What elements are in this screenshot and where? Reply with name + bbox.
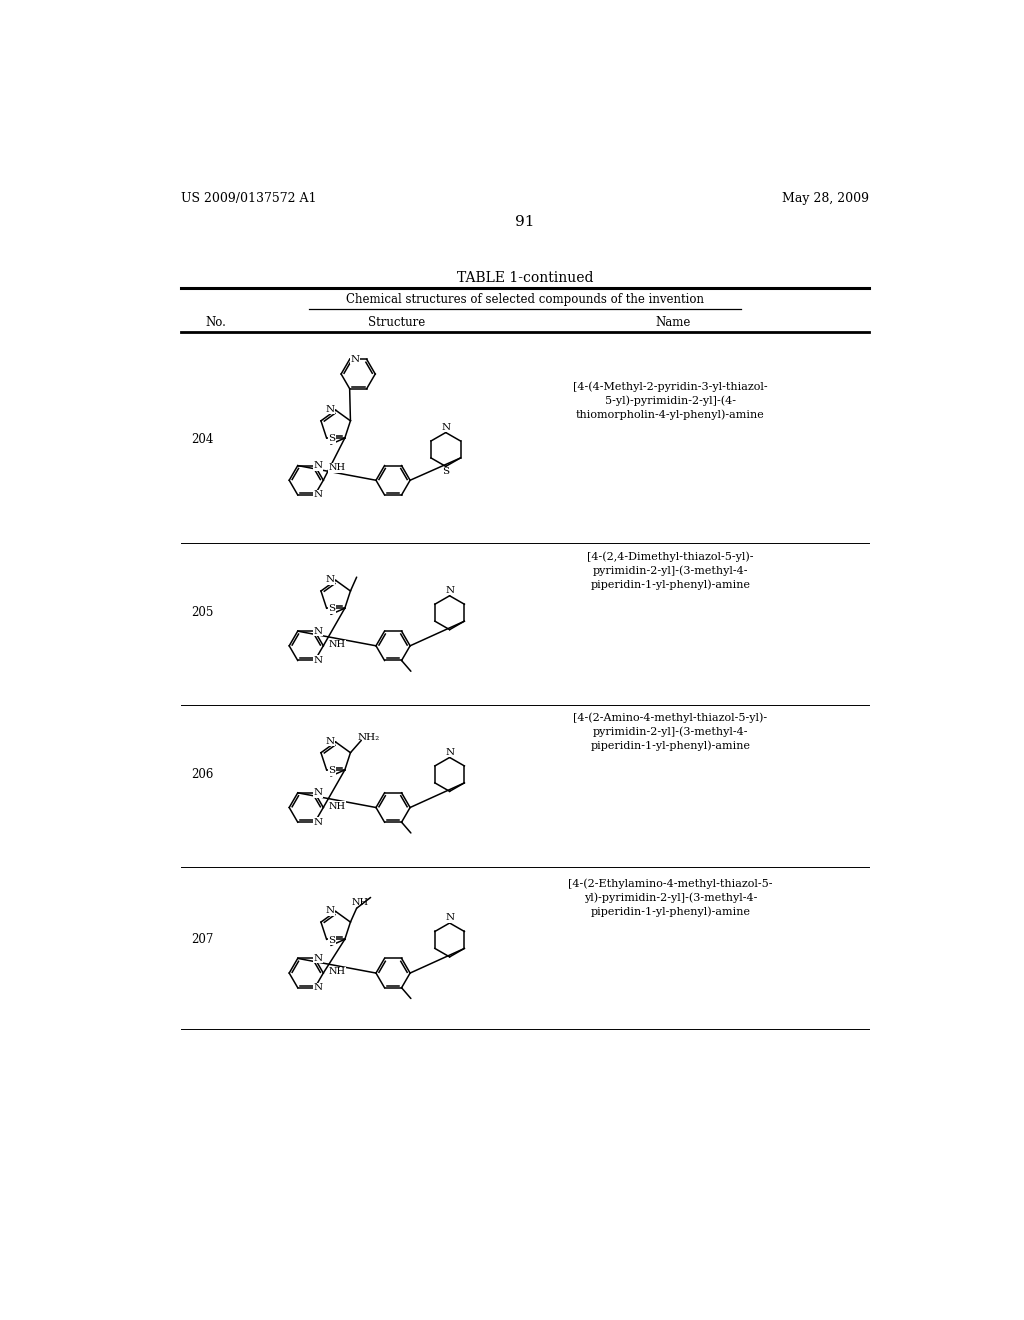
- Text: N: N: [313, 627, 323, 636]
- Text: Structure: Structure: [369, 315, 426, 329]
- Text: NH: NH: [329, 463, 345, 473]
- Text: S: S: [329, 936, 336, 945]
- Text: [4-(4-Methyl-2-pyridin-3-yl-thiazol-
5-yl)-pyrimidin-2-yl]-(4-
thiomorpholin-4-y: [4-(4-Methyl-2-pyridin-3-yl-thiazol- 5-y…: [573, 381, 768, 420]
- Text: NH: NH: [329, 640, 345, 649]
- Text: N: N: [313, 656, 323, 665]
- Text: NH: NH: [329, 968, 345, 977]
- Text: Chemical structures of selected compounds of the invention: Chemical structures of selected compound…: [346, 293, 703, 306]
- Text: N: N: [313, 461, 323, 470]
- Text: N: N: [313, 954, 323, 962]
- Text: N: N: [313, 788, 323, 797]
- Text: N: N: [445, 913, 455, 923]
- Text: [4-(2-Ethylamino-4-methyl-thiazol-5-
yl)-pyrimidin-2-yl]-(3-methyl-4-
piperidin-: [4-(2-Ethylamino-4-methyl-thiazol-5- yl)…: [568, 878, 773, 917]
- Text: May 28, 2009: May 28, 2009: [782, 191, 869, 205]
- Text: 91: 91: [515, 215, 535, 228]
- Text: 207: 207: [191, 933, 214, 946]
- Text: NH: NH: [329, 801, 345, 810]
- Text: TABLE 1-continued: TABLE 1-continued: [457, 271, 593, 285]
- Text: N: N: [326, 405, 335, 414]
- Text: NH₂: NH₂: [358, 733, 380, 742]
- Text: N: N: [313, 817, 323, 826]
- Text: N: N: [313, 983, 323, 993]
- Text: S: S: [329, 605, 336, 614]
- Text: N: N: [326, 737, 335, 746]
- Text: S: S: [329, 434, 336, 444]
- Text: US 2009/0137572 A1: US 2009/0137572 A1: [180, 191, 316, 205]
- Text: S: S: [329, 766, 336, 775]
- Text: [4-(2-Amino-4-methyl-thiazol-5-yl)-
pyrimidin-2-yl]-(3-methyl-4-
piperidin-1-yl-: [4-(2-Amino-4-methyl-thiazol-5-yl)- pyri…: [573, 713, 768, 751]
- Text: Name: Name: [655, 315, 690, 329]
- Text: N: N: [441, 422, 451, 432]
- Text: N: N: [445, 747, 455, 756]
- Text: N: N: [313, 491, 323, 499]
- Text: N: N: [445, 586, 455, 595]
- Text: S: S: [442, 467, 450, 477]
- Text: 206: 206: [191, 768, 214, 781]
- Text: [4-(2,4-Dimethyl-thiazol-5-yl)-
pyrimidin-2-yl]-(3-methyl-4-
piperidin-1-yl-phen: [4-(2,4-Dimethyl-thiazol-5-yl)- pyrimidi…: [587, 552, 754, 590]
- Text: NH: NH: [351, 899, 369, 907]
- Text: 205: 205: [191, 606, 214, 619]
- Text: N: N: [326, 907, 335, 915]
- Text: 204: 204: [191, 433, 214, 446]
- Text: N: N: [350, 355, 359, 364]
- Text: No.: No.: [206, 315, 226, 329]
- Text: N: N: [326, 576, 335, 583]
